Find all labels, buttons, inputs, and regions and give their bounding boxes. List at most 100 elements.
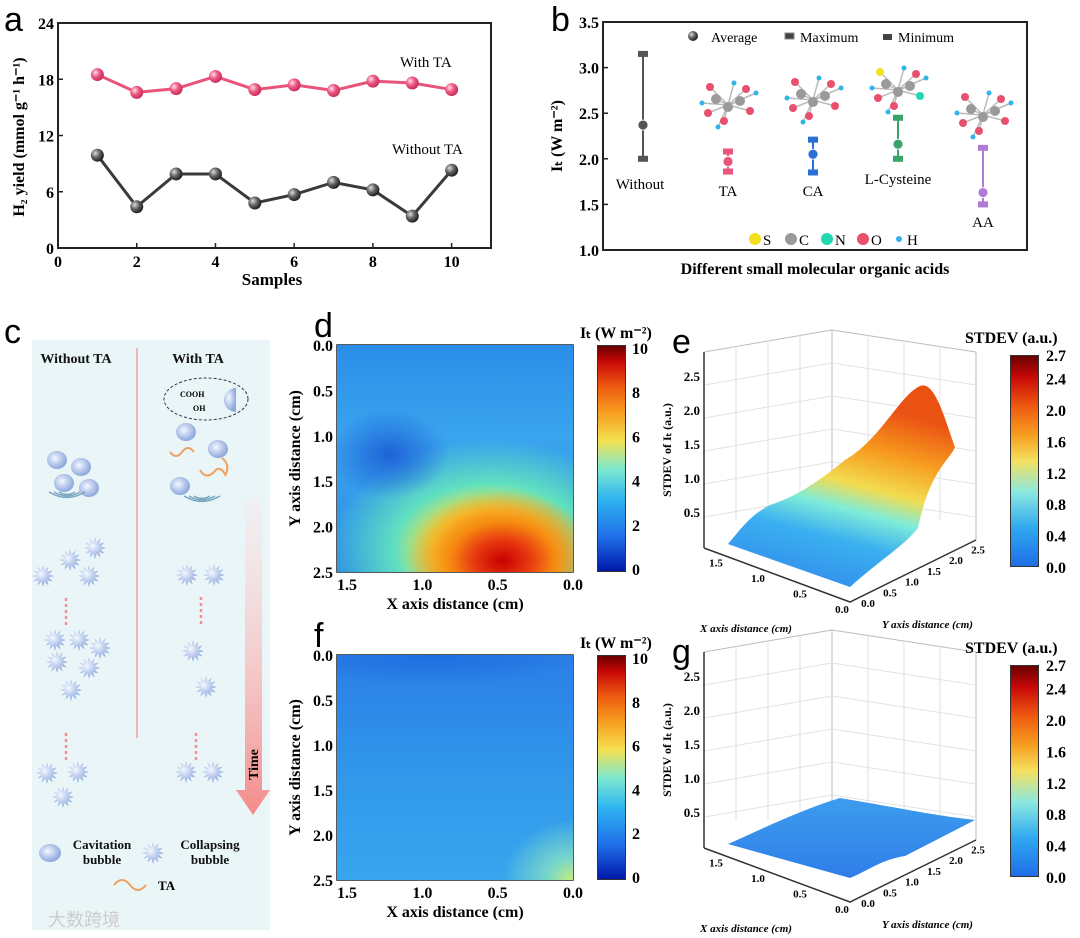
- minimum-marker: [808, 169, 818, 176]
- z-tick-label-g: 2.0: [684, 703, 700, 718]
- atom: [805, 112, 813, 120]
- y-tick-label-b: 3.5: [579, 15, 599, 32]
- atom: [966, 104, 976, 114]
- data-point: [445, 83, 459, 97]
- atom: [820, 91, 830, 101]
- atom-label: C: [799, 233, 809, 249]
- data-point: [208, 69, 222, 83]
- atom: [827, 80, 835, 88]
- bond: [812, 77, 820, 101]
- maximum-marker: [723, 148, 733, 155]
- colorbar-tick-label-d: 0: [632, 562, 640, 579]
- bond: [897, 67, 905, 91]
- x-tick-label-e: 1.5: [709, 557, 723, 569]
- z-tick-label-g: 2.5: [684, 669, 701, 684]
- schematic-background: [32, 340, 270, 930]
- y-tick-label-a: 24: [38, 16, 54, 33]
- x-tick-label-d: 0.0: [563, 577, 583, 594]
- z-tick-label-e: 2.5: [684, 369, 701, 384]
- panel-label-a: a: [4, 1, 23, 39]
- oh-label: OH: [193, 404, 206, 413]
- data-point: [445, 163, 459, 177]
- atom: [990, 106, 1000, 116]
- collapsing-bubble-icon: [176, 564, 198, 586]
- atom-label: H: [907, 233, 918, 249]
- y-axis-label-a: H₂ yield (mmol g⁻¹ h⁻¹): [11, 57, 28, 216]
- x-tick-label-f: 1.0: [412, 885, 432, 902]
- collapsing-bubble-icon: [182, 640, 204, 662]
- panel-label-c: c: [4, 313, 21, 351]
- y-tick-label-b: 1.0: [579, 243, 599, 260]
- atom: [816, 75, 822, 81]
- x-tick-label-e: 0.5: [793, 589, 807, 601]
- x-axis-label-f: X axis distance (cm): [386, 904, 523, 921]
- left-title: Without TA: [40, 352, 112, 367]
- colorbar-title-g: STDEV (a.u.): [965, 640, 1058, 657]
- atom: [704, 109, 712, 117]
- x-tick-label-a: 6: [290, 254, 298, 271]
- atom: [885, 109, 891, 115]
- sound-wave-icon: [48, 491, 86, 499]
- data-point: [327, 84, 341, 97]
- x-axis-label-a: Samples: [242, 270, 303, 289]
- data-point: [366, 183, 380, 197]
- colorbar-tick-label-g: 0.4: [1046, 839, 1066, 856]
- data-point: [327, 175, 341, 189]
- watermark: 大数跨境: [48, 910, 120, 931]
- y-tick-label-b: 3.0: [579, 61, 599, 78]
- minimum-marker: [893, 155, 903, 162]
- atom: [912, 70, 920, 78]
- collapsing-bubble-icon: [203, 564, 225, 586]
- surface-e: [728, 385, 955, 587]
- atom: [720, 117, 728, 125]
- legend-maximum-icon: [784, 32, 795, 40]
- category-label: L-Cysteine: [865, 172, 932, 188]
- atom: [706, 83, 714, 91]
- heatmap-f: [337, 655, 573, 880]
- maximum-marker: [978, 144, 988, 151]
- y-tick-label-f: 0.5: [313, 693, 333, 710]
- data-point: [169, 82, 183, 96]
- y-axis-label-d: Y axis distance (cm): [287, 390, 304, 527]
- y-tick-label-d: 2.0: [313, 520, 333, 537]
- legend-average: Average: [711, 31, 757, 46]
- colorbar-tick-label-g: 0.0: [1046, 870, 1066, 887]
- atom: [699, 100, 705, 106]
- colorbar-tick-label-g: 2.4: [1046, 682, 1066, 699]
- data-point: [366, 74, 380, 88]
- atom-s-icon: [749, 233, 761, 245]
- atom: [970, 134, 976, 140]
- atom: [711, 94, 721, 104]
- x-tick-label-f: 1.5: [337, 885, 357, 902]
- y-tick-label-e: 2.0: [949, 555, 963, 567]
- average-point: [977, 187, 989, 198]
- atom: [753, 90, 759, 96]
- x-tick-label-f: 0.0: [563, 885, 583, 902]
- atom: [978, 112, 988, 122]
- data-point: [208, 167, 222, 181]
- atom: [731, 80, 737, 86]
- colorbar-tick-label-f: 8: [632, 695, 640, 712]
- atom: [808, 97, 818, 107]
- maximum-marker: [808, 136, 818, 143]
- atom: [800, 119, 806, 125]
- average-point: [637, 119, 649, 131]
- colorbar-tick-label-d: 6: [632, 429, 640, 446]
- bond: [982, 92, 990, 116]
- x-tick-label-f: 0.5: [488, 885, 508, 902]
- z-axis-label-e: STDEV of Iₜ (a.u.): [660, 403, 674, 497]
- y-tick-label-g: 1.0: [905, 877, 919, 889]
- average-point: [807, 148, 819, 160]
- atom: [742, 85, 750, 93]
- x-tick-label-g: 0.5: [793, 889, 807, 901]
- x-tick-label-d: 1.5: [337, 577, 357, 594]
- panel-b: b 1.0 1.5 2.0 2.5 3.0 3.5 Without TA CA L-Cystein…: [549, 1, 1028, 278]
- series-label-with-ta: With TA: [400, 55, 452, 71]
- time-label: Time: [247, 749, 262, 780]
- x-tick-label-a: 10: [444, 254, 460, 271]
- atom-label: O: [871, 233, 882, 249]
- colorbar-tick-label-g: 2.7: [1046, 658, 1066, 675]
- atom: [1008, 100, 1014, 106]
- sound-wave-icon: [183, 495, 221, 503]
- colorbar-tick-label-g: 2.0: [1046, 713, 1066, 730]
